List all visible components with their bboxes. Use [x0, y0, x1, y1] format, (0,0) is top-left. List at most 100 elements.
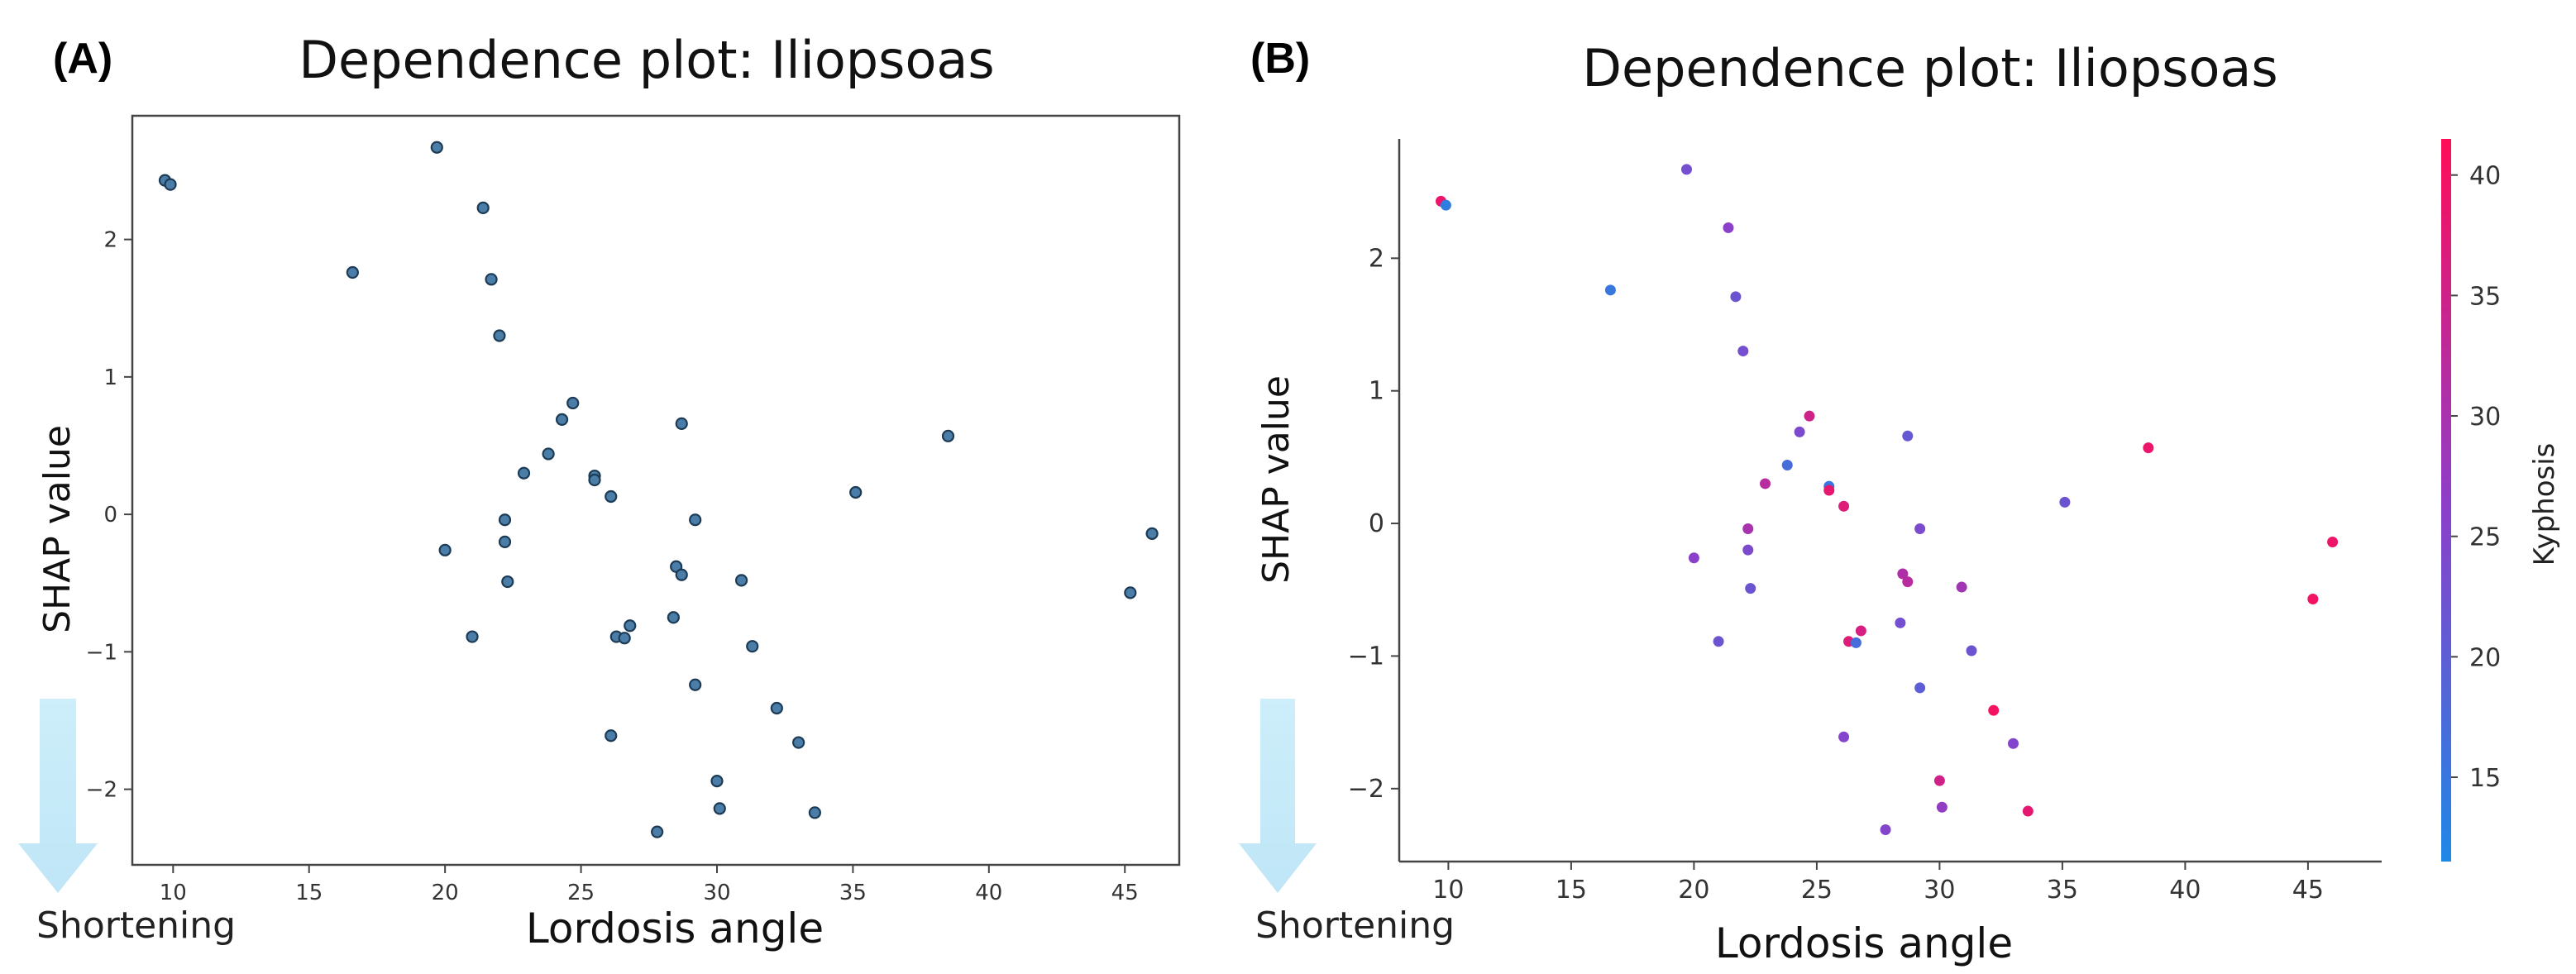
- panel-a-point: [164, 178, 177, 191]
- panel-b-colorbar-tick-label: 20: [2469, 643, 2501, 672]
- panel-b-point: [1730, 291, 1742, 303]
- panel-b-x-tick-label: 35: [2047, 876, 2078, 905]
- panel-a-point: [713, 802, 726, 815]
- panel-b-point: [2307, 593, 2319, 604]
- panel-a-point: [770, 701, 783, 715]
- panel-a-y-tick-label: 1: [103, 365, 117, 390]
- panel-a-point: [555, 413, 569, 426]
- panel-a-point: [1124, 586, 1137, 599]
- panel-a-point: [808, 806, 821, 819]
- panel-b-point: [1988, 704, 2000, 716]
- panel-a-point: [566, 396, 580, 410]
- panel-b-point: [2008, 738, 2019, 749]
- panel-b-points: [1435, 164, 2339, 836]
- panel-b-point: [1902, 430, 1914, 442]
- panel-a-y-tick-label: −1: [86, 640, 117, 665]
- panel-b-point: [1823, 485, 1835, 496]
- panel-a-point: [689, 513, 702, 527]
- panel-b-point: [1781, 460, 1793, 471]
- panel-a-point: [710, 774, 724, 788]
- panel-b-colorbar-tick-label: 30: [2469, 403, 2501, 432]
- panel-b-point: [1914, 682, 1926, 694]
- panel-b-point: [1688, 552, 1699, 564]
- panel-b-point: [1760, 478, 1771, 489]
- panel-b-point: [1933, 775, 1945, 786]
- panel-b-colorbar-label: Kyphosis: [2528, 443, 2561, 566]
- panel-b-point: [1838, 731, 1850, 742]
- panel-a-x-tick-label: 20: [432, 881, 459, 905]
- panel-a-point: [689, 678, 702, 691]
- panel-b-x-axis-label: Lordosis angle: [1715, 919, 2013, 967]
- panel-a-points: [158, 141, 1159, 838]
- panel-b-y-tick-label: −1: [1348, 642, 1384, 671]
- panel-b-point: [1742, 544, 1754, 556]
- panel-b-point: [1936, 801, 1948, 813]
- panel-b-point: [1604, 284, 1616, 296]
- panel-b-x-ticks: 10 15 20 25 30 35 40 45: [1432, 862, 2324, 905]
- panel-b-colorbar-ticks: 15 20 25 30 35 40: [2451, 162, 2501, 793]
- panel-b-point: [1895, 617, 1906, 628]
- panel-b-x-tick-label: 40: [2169, 876, 2201, 905]
- panel-b-point: [1880, 824, 1891, 836]
- panel-a-point: [667, 611, 680, 624]
- panel-b-y-tick-label: 1: [1369, 377, 1384, 406]
- panel-b-point: [1850, 637, 1862, 648]
- panel-b-point: [1680, 164, 1692, 175]
- panel-a-y-tick-label: −2: [86, 778, 117, 803]
- panel-b-point: [1902, 576, 1914, 588]
- panel-a-point: [485, 273, 498, 286]
- panel-a-point: [588, 473, 601, 487]
- panel-a-point: [734, 574, 748, 587]
- panel-b-x-tick-label: 15: [1556, 876, 1587, 905]
- panel-b-y-tick-label: 0: [1369, 509, 1384, 538]
- panel-b-point: [1956, 581, 1967, 593]
- panel-b-point: [1804, 410, 1815, 422]
- panel-a: (A) Dependence plot: Iliopsoas 10 15 20 25 3…: [18, 30, 1181, 953]
- panel-b-point: [2059, 496, 2071, 508]
- panel-a-point: [675, 417, 688, 430]
- panel-b-colorbar-tick-label: 15: [2469, 764, 2501, 793]
- panel-b-point: [1440, 199, 1451, 211]
- panel-a-x-tick-label: 25: [567, 881, 595, 905]
- panel-a-y-ticks: −2 −1 0 1 2: [86, 228, 132, 803]
- panel-a-x-tick-label: 45: [1111, 881, 1139, 905]
- panel-a-point: [476, 201, 490, 214]
- panel-a-annotation: Shortening: [36, 905, 236, 947]
- panel-b: (B) Dependence plot: Iliopsoas 10 15 20 25 3…: [1239, 35, 2561, 967]
- panel-b-y-tick-label: 2: [1369, 244, 1384, 273]
- panel-b-point: [1723, 222, 1734, 233]
- panel-a-point: [542, 447, 555, 461]
- panel-b-point: [1855, 625, 1866, 637]
- panel-a-label: (A): [53, 35, 112, 83]
- panel-a-point: [618, 632, 631, 645]
- panel-a-point: [675, 568, 688, 581]
- panel-b-point: [1966, 645, 1977, 656]
- panel-b-point: [1914, 523, 1926, 534]
- panel-b-point: [1838, 500, 1850, 512]
- panel-b-title: Dependence plot: Iliopsoas: [1582, 38, 2277, 98]
- panel-a-point: [438, 543, 452, 556]
- panel-b-x-tick-label: 30: [1924, 876, 1955, 905]
- panel-b-colorbar-tick-label: 40: [2469, 162, 2501, 191]
- panel-b-point: [1745, 583, 1756, 594]
- panel-b-point: [1737, 346, 1749, 357]
- panel-a-point: [466, 630, 479, 643]
- panel-b-annotation: Shortening: [1255, 905, 1455, 947]
- panel-b-y-tick-label: −2: [1348, 775, 1384, 804]
- panel-a-y-tick-label: 0: [103, 503, 117, 528]
- panel-b-point: [1713, 636, 1724, 647]
- panel-b-colorbar-tick-label: 25: [2469, 523, 2501, 552]
- panel-a-point: [605, 489, 618, 504]
- panel-a-point: [1145, 527, 1159, 540]
- panel-b-point: [1794, 426, 1805, 437]
- panel-a-point: [346, 265, 359, 279]
- panel-a-title: Dependence plot: Iliopsoas: [299, 30, 994, 90]
- panel-b-point: [1897, 568, 1909, 580]
- panel-a-x-tick-label: 30: [703, 881, 730, 905]
- panel-a-x-tick-label: 10: [160, 881, 187, 905]
- panel-a-point: [501, 575, 514, 589]
- panel-a-point: [498, 535, 512, 548]
- panel-a-point: [517, 466, 531, 480]
- panel-b-shortening-arrow: [1239, 699, 1317, 893]
- panel-b-colorbar-tick-label: 35: [2469, 282, 2501, 311]
